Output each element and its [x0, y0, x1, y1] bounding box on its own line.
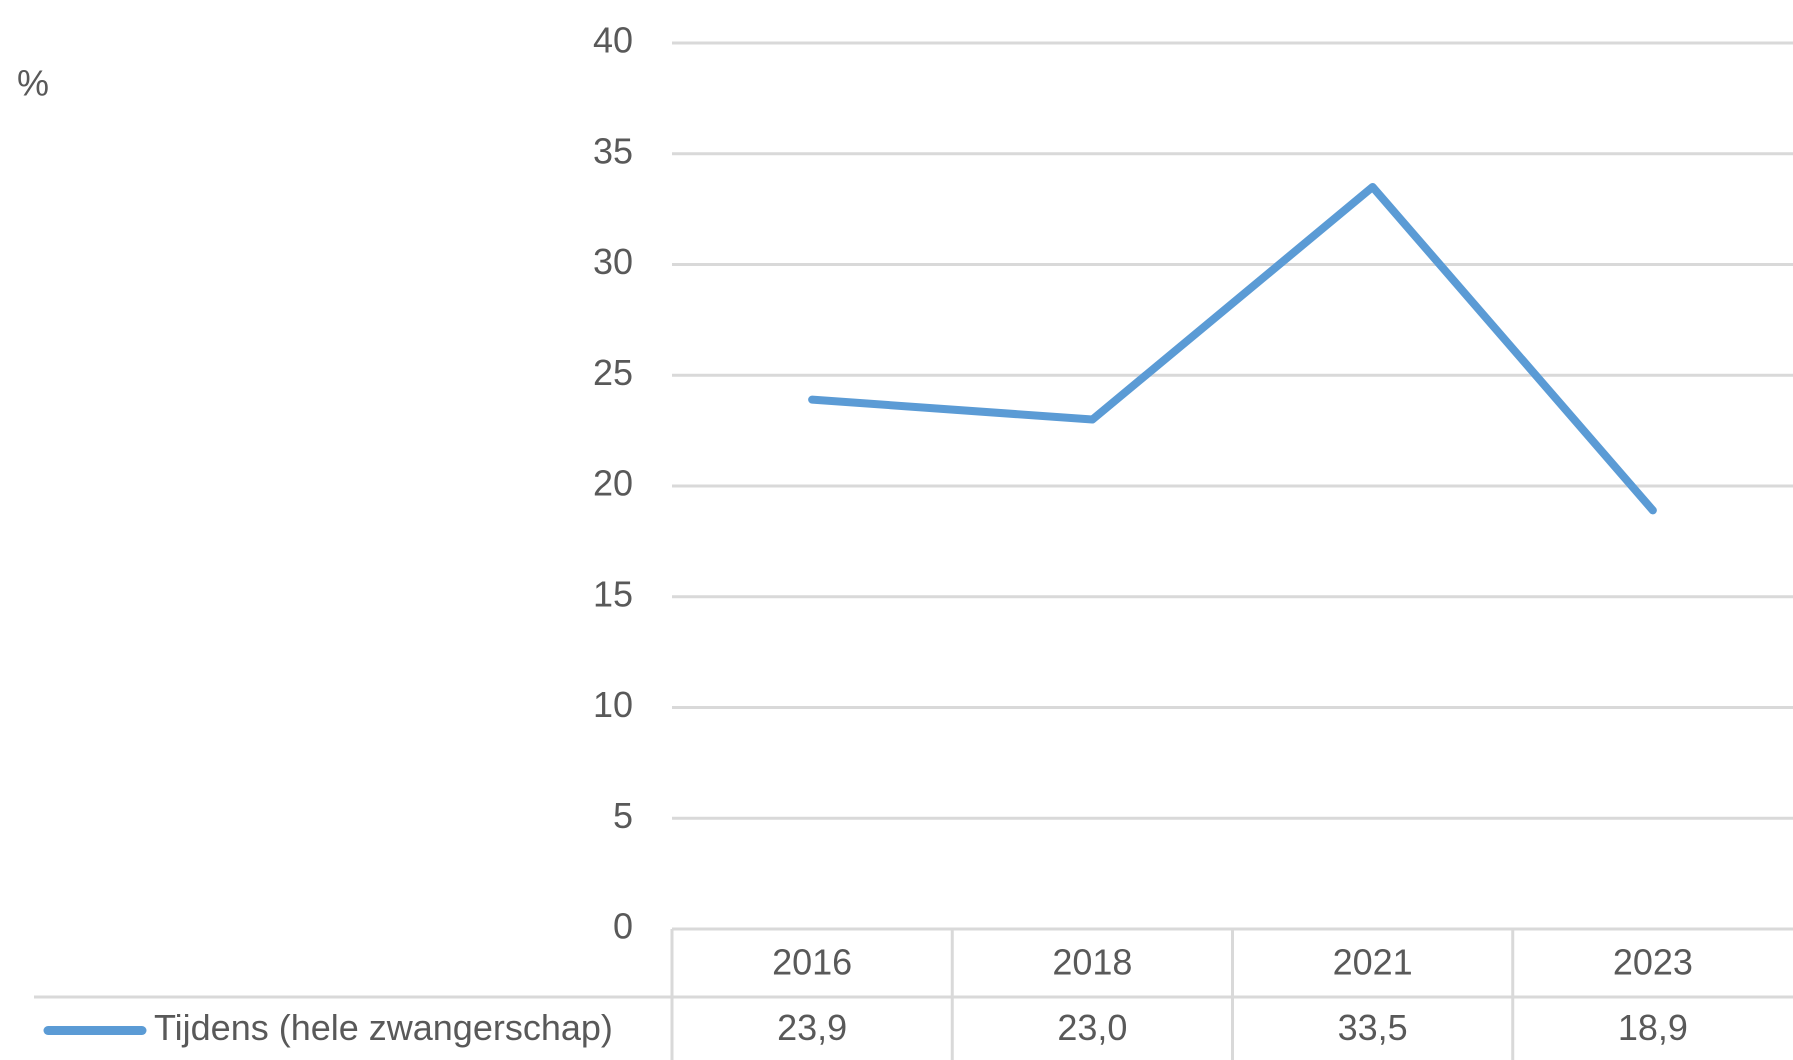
- y-tick-label: 40: [593, 20, 633, 61]
- x-tick-label: 2018: [1052, 942, 1132, 983]
- y-tick-label: 0: [613, 906, 633, 947]
- y-tick-label: 10: [593, 684, 633, 725]
- series-line: [808, 182, 1657, 515]
- y-tick-label: 30: [593, 241, 633, 282]
- legend-label: Tijdens (hele zwangerschap): [154, 1007, 613, 1048]
- y-tick-label: 25: [593, 352, 633, 393]
- y-tick-label: 35: [593, 130, 633, 171]
- x-tick-label: 2023: [1613, 942, 1693, 983]
- y-tick-label: 20: [593, 463, 633, 504]
- y-tick-label: 5: [613, 795, 633, 836]
- data-table-value: 33,5: [1338, 1007, 1408, 1048]
- data-table-value: 18,9: [1618, 1007, 1688, 1048]
- data-table-value: 23,9: [777, 1007, 847, 1048]
- y-axis-label: %: [17, 63, 49, 104]
- y-tick-label: 15: [593, 573, 633, 614]
- data-table-value: 23,0: [1057, 1007, 1127, 1048]
- x-tick-label: 2016: [772, 942, 852, 983]
- x-tick-label: 2021: [1333, 942, 1413, 983]
